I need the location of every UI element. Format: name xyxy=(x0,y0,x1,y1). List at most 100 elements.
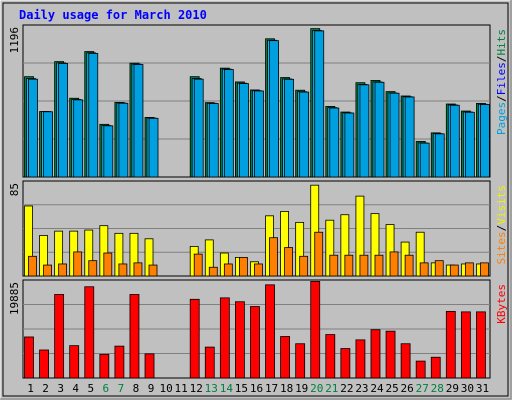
x-tick-label: 17 xyxy=(265,382,278,395)
x-tick-label: 31 xyxy=(476,382,489,395)
bar-pages xyxy=(73,99,84,178)
bar-pages xyxy=(58,63,69,178)
bar-kbytes xyxy=(385,330,396,379)
bar-pages xyxy=(374,81,385,178)
bar-sites xyxy=(148,264,158,277)
bar-kbytes xyxy=(144,353,155,379)
bar-pages xyxy=(208,103,219,178)
bar-sites xyxy=(480,262,489,277)
y-max-label: 85 xyxy=(8,183,21,196)
side-label-part: / xyxy=(495,225,508,232)
bar-sites xyxy=(464,262,474,277)
bar-sites xyxy=(208,266,218,277)
bar-pages xyxy=(329,107,340,178)
bar-sites xyxy=(434,260,444,277)
bar-kbytes xyxy=(295,343,306,379)
bar-pages xyxy=(269,40,279,178)
bar-kbytes xyxy=(69,345,80,379)
bar-kbytes xyxy=(340,348,351,379)
bar-pages xyxy=(239,83,249,178)
bar-sites xyxy=(58,263,68,277)
side-label-part: Hits xyxy=(495,29,508,56)
side-label-part: Visits xyxy=(495,185,508,225)
bar-pages xyxy=(389,92,400,178)
bar-kbytes xyxy=(129,294,140,379)
bar-sites xyxy=(314,231,324,277)
bar-kbytes xyxy=(189,298,200,379)
bar-sites xyxy=(43,264,52,277)
x-tick-label: 1 xyxy=(27,382,34,395)
bar-sites xyxy=(133,262,143,277)
bar-sites xyxy=(374,254,384,277)
bar-kbytes xyxy=(265,284,275,379)
bar-kbytes xyxy=(430,356,441,379)
bar-sites xyxy=(344,254,354,277)
bar-pages xyxy=(103,125,114,178)
panel-visits-sites: 85 Sites/Visits xyxy=(8,180,508,277)
x-tick-label: 28 xyxy=(431,382,444,395)
side-label-part: Files xyxy=(495,62,508,95)
x-tick-label: 19 xyxy=(295,382,308,395)
side-label: Pages/Files/Hits xyxy=(495,29,508,135)
bar-kbytes xyxy=(54,294,65,379)
x-tick-label: 18 xyxy=(280,382,293,395)
bar-kbytes xyxy=(39,349,49,379)
bar-sites xyxy=(73,251,83,277)
side-label-part: KBytes xyxy=(495,284,508,324)
bar-sites xyxy=(193,253,203,277)
bar-sites xyxy=(299,255,309,277)
x-tick-label: 7 xyxy=(118,382,125,395)
bar-pages xyxy=(223,69,234,178)
bar-sites xyxy=(404,254,414,277)
side-label-part: / xyxy=(495,56,508,63)
bar-kbytes xyxy=(445,310,456,379)
x-tick-label: 23 xyxy=(355,382,368,395)
bar-pages xyxy=(299,91,310,178)
bar-sites xyxy=(269,237,278,277)
x-tick-label: 29 xyxy=(446,382,459,395)
bar-kbytes xyxy=(476,311,486,379)
x-tick-label: 8 xyxy=(133,382,140,395)
bar-sites xyxy=(329,254,339,277)
bar-kbytes xyxy=(325,334,336,379)
bar-pages xyxy=(43,111,53,178)
y-max-label: 1196 xyxy=(8,27,21,54)
bar-kbytes xyxy=(400,343,411,379)
bar-pages xyxy=(28,78,38,178)
x-tick-label: 30 xyxy=(461,382,474,395)
bar-pages xyxy=(480,104,490,178)
x-tick-label: 3 xyxy=(57,382,64,395)
bar-kbytes xyxy=(370,329,381,379)
bar-pages xyxy=(193,78,204,178)
side-label-part: Pages xyxy=(495,102,508,135)
side-label-part: / xyxy=(495,95,508,102)
bar-pages xyxy=(419,142,430,178)
bar-pages xyxy=(404,96,415,178)
x-tick-label: 9 xyxy=(148,382,155,395)
bar-sites xyxy=(389,251,399,277)
bar-pages xyxy=(449,104,460,178)
bar-sites xyxy=(284,247,293,277)
y-max-label: 19885 xyxy=(8,282,21,315)
bar-sites xyxy=(223,263,233,277)
x-tick-label: 11 xyxy=(175,382,188,395)
chart-title: Daily usage for March 2010 xyxy=(19,8,207,22)
side-label-part: Sites xyxy=(495,231,508,264)
x-tick-label: 20 xyxy=(310,382,323,395)
bar-pages xyxy=(314,30,325,178)
bar-kbytes xyxy=(310,281,321,379)
x-tick-label: 16 xyxy=(250,382,263,395)
bar-pages xyxy=(118,102,129,178)
bar-kbytes xyxy=(204,346,215,379)
x-tick-label: 25 xyxy=(385,382,398,395)
bar-sites xyxy=(359,254,369,277)
bar-kbytes xyxy=(280,336,290,379)
x-tick-label: 22 xyxy=(340,382,353,395)
x-tick-label: 14 xyxy=(220,382,234,395)
x-tick-label: 12 xyxy=(190,382,203,395)
x-tick-label: 27 xyxy=(416,382,429,395)
bar-sites xyxy=(449,264,459,277)
bar-kbytes xyxy=(355,339,366,379)
